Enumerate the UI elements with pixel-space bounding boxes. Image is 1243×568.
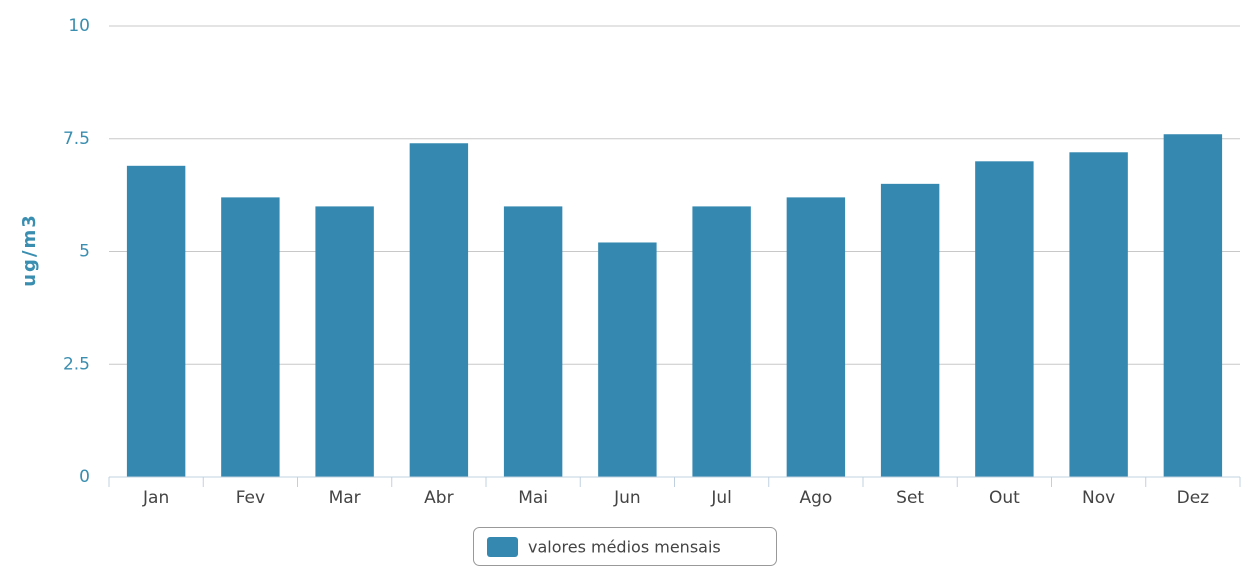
y-tick-label: 5 xyxy=(79,242,90,262)
bar xyxy=(1163,134,1223,478)
x-tick-label: Dez xyxy=(1177,488,1210,508)
y-tick-label: 2.5 xyxy=(63,354,90,374)
legend-swatch xyxy=(487,537,518,557)
bar xyxy=(880,183,940,477)
bar xyxy=(126,165,186,477)
x-tick-label: Jan xyxy=(142,488,169,508)
bar xyxy=(692,206,751,477)
y-axis-label: ug/m3 xyxy=(19,213,40,287)
x-tick-label: Abr xyxy=(424,488,453,508)
bar xyxy=(975,161,1034,478)
x-tick-label: Mai xyxy=(518,488,548,508)
x-tick-label: Jun xyxy=(613,488,641,508)
bar xyxy=(786,197,846,477)
bar xyxy=(315,206,374,477)
legend: valores médios mensais xyxy=(473,527,777,566)
x-tick-label: Ago xyxy=(799,488,832,508)
x-tick-label: Set xyxy=(896,488,924,508)
bar xyxy=(503,206,563,477)
legend-label: valores médios mensais xyxy=(528,538,721,557)
legend-box xyxy=(473,527,777,566)
x-tick-label: Fev xyxy=(236,488,265,508)
x-tick-label: Jul xyxy=(710,488,732,508)
x-tick-label: Nov xyxy=(1082,488,1115,508)
bar xyxy=(409,143,469,477)
y-tick-label: 0 xyxy=(79,467,90,487)
y-tick-label: 10 xyxy=(68,16,90,36)
bar xyxy=(221,197,280,477)
x-tick-label: Mar xyxy=(329,488,361,508)
y-tick-label: 7.5 xyxy=(63,129,90,149)
x-tick-label: Out xyxy=(989,488,1020,508)
bar xyxy=(598,242,657,477)
bar xyxy=(1069,152,1128,477)
